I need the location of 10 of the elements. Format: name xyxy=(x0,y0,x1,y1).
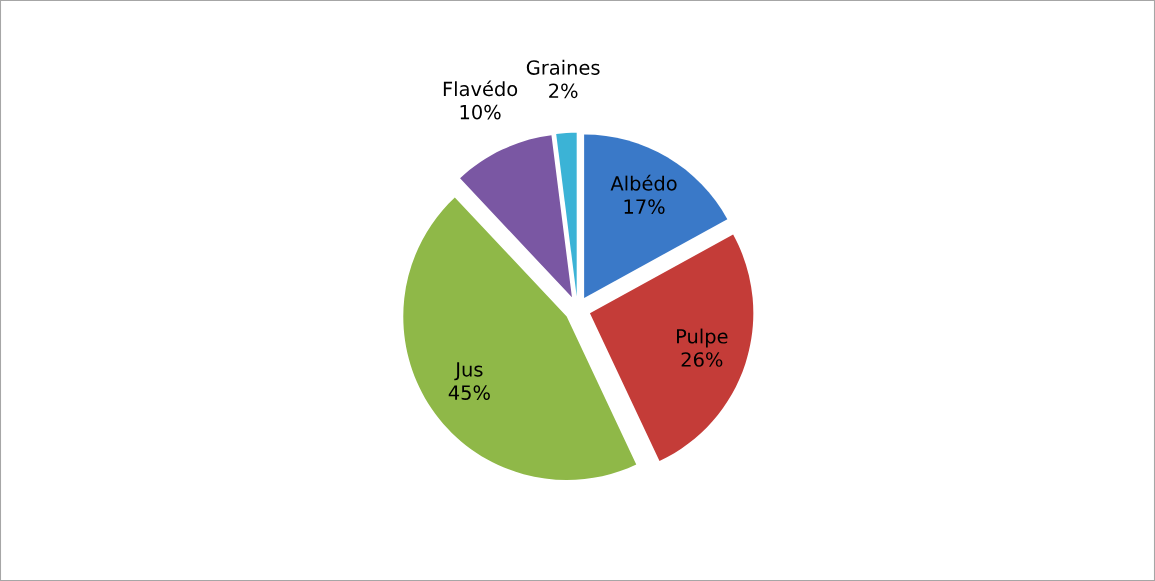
slice-label: Pulpe xyxy=(677,328,728,348)
data-label: 26% xyxy=(681,352,723,367)
data-label: 17% xyxy=(624,199,665,214)
slice-label: Jus xyxy=(454,362,483,381)
slice-label: Graines xyxy=(526,59,600,75)
slice-label: Albédo xyxy=(610,174,677,191)
slice-label: Flavédo xyxy=(443,80,518,97)
data-label: 10% xyxy=(460,104,501,120)
data-label: 45% xyxy=(448,385,490,400)
data-label: 2% xyxy=(549,83,578,99)
